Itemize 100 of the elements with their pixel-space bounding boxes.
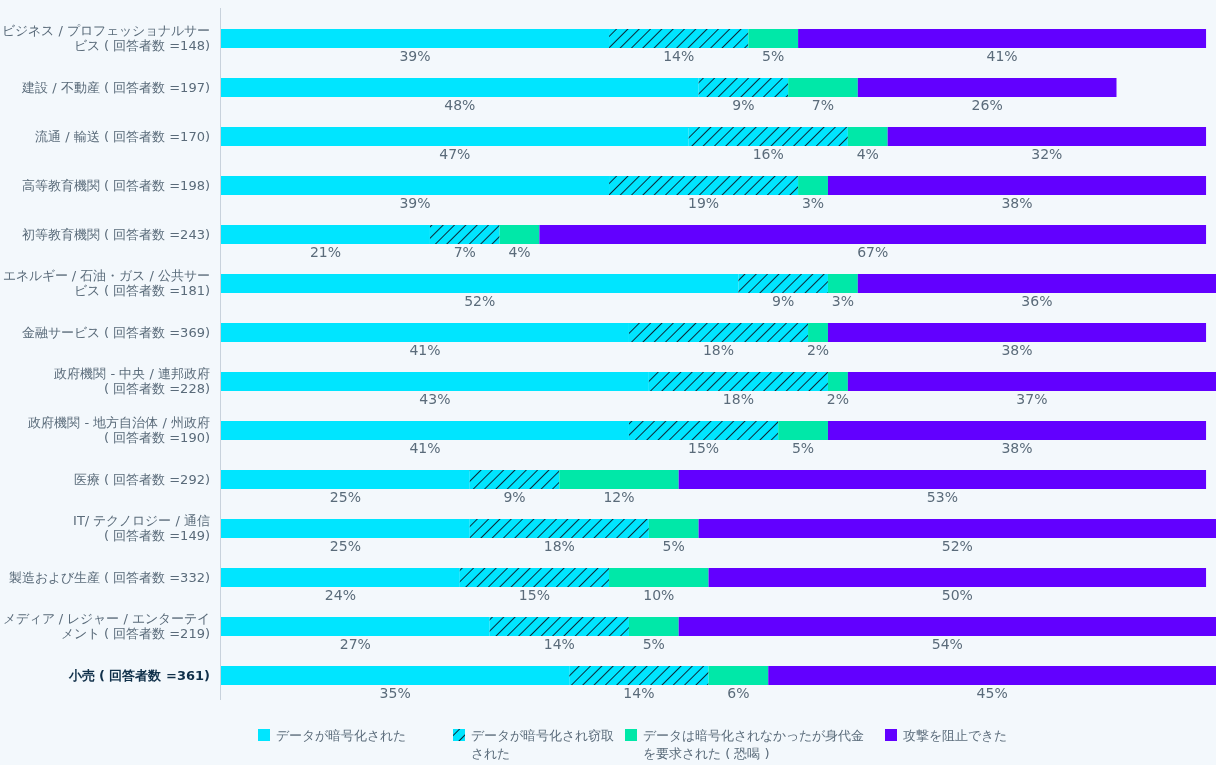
- data-label: 14%: [663, 48, 695, 64]
- data-label: 3%: [801, 195, 825, 211]
- y-tick-label: 小売 ( 回答者数 =361): [67, 667, 210, 683]
- bar: [609, 29, 749, 48]
- data-label: 18%: [722, 391, 754, 407]
- data-label: 38%: [1001, 342, 1033, 358]
- data-label: 3%: [831, 293, 854, 309]
- bar: [887, 127, 1207, 146]
- bar: [221, 666, 570, 685]
- bar: [489, 617, 629, 636]
- y-tick-label: 高等教育機関 ( 回答者数 =198): [21, 177, 210, 193]
- bar: [857, 274, 1216, 293]
- bar: [678, 617, 1216, 636]
- bar: [708, 568, 1207, 587]
- legend-label: データが暗号化され窃取された: [471, 728, 614, 761]
- bar: [609, 568, 709, 587]
- data-label: 6%: [727, 685, 750, 701]
- data-label: 27%: [339, 636, 371, 652]
- data-label: 21%: [309, 244, 342, 260]
- data-label: 38%: [1001, 195, 1033, 211]
- data-label: 4%: [856, 146, 879, 162]
- bar: [221, 568, 460, 587]
- data-label: 24%: [324, 587, 356, 603]
- bar: [798, 29, 1207, 48]
- bar: [221, 78, 699, 97]
- data-label: 43%: [419, 391, 451, 407]
- bar: [559, 470, 679, 489]
- data-label: 52%: [464, 293, 496, 309]
- bar: [628, 421, 779, 440]
- y-tick-label: 政府機関 - 中央 / 連邦政府 ( 回答者数 =228): [54, 365, 210, 397]
- data-label: 16%: [752, 146, 784, 162]
- bar: [648, 372, 828, 391]
- data-label: 32%: [1031, 146, 1063, 162]
- data-label: 19%: [688, 195, 720, 211]
- y-tick-label: 製造および生産 ( 回答者数 =332): [8, 569, 210, 585]
- data-label: 54%: [931, 636, 963, 652]
- bar: [469, 519, 649, 538]
- bar: [698, 78, 789, 97]
- bar: [221, 127, 689, 146]
- bar: [827, 372, 848, 391]
- data-label: 35%: [379, 685, 411, 701]
- data-label: 5%: [662, 538, 685, 554]
- data-label: 52%: [941, 538, 973, 554]
- bar: [847, 127, 888, 146]
- data-label: 15%: [518, 587, 550, 603]
- legend-label: データは暗号化されなかったが身代金を要求された ( 恐喝 ): [643, 728, 864, 761]
- bar: [221, 176, 610, 195]
- bar: [808, 323, 828, 342]
- y-tick-label: 初等教育機関 ( 回答者数 =243): [21, 226, 210, 242]
- data-label: 9%: [503, 489, 526, 505]
- data-label: 9%: [732, 97, 755, 113]
- data-label: 39%: [399, 48, 431, 64]
- bar: [221, 29, 610, 48]
- data-label: 5%: [762, 48, 785, 64]
- data-label: 2%: [806, 342, 830, 358]
- data-label: 38%: [1001, 440, 1033, 456]
- data-label: 41%: [986, 48, 1018, 64]
- data-label: 50%: [941, 587, 973, 603]
- y-tick-label: 政府機関 - 地方自治体 / 州政府 ( 回答者数 =190): [28, 414, 210, 446]
- bar: [469, 470, 560, 489]
- legend-label: データが暗号化された: [276, 728, 406, 743]
- bar: [847, 372, 1216, 391]
- bar: [221, 519, 470, 538]
- bar: [788, 78, 858, 97]
- data-label: 10%: [643, 587, 675, 603]
- bar: [827, 323, 1207, 342]
- data-label: 25%: [329, 489, 361, 505]
- bar: [778, 421, 828, 440]
- data-label: 18%: [702, 342, 735, 358]
- y-tick-label: ビジネス / プロフェッショナルサービス ( 回答者数 =148): [2, 22, 210, 54]
- data-label: 37%: [1016, 391, 1048, 407]
- bar: [678, 470, 1207, 489]
- y-tick-label: メディア / レジャー / エンターテイメント ( 回答者数 =219): [2, 610, 210, 642]
- data-label: 36%: [1021, 293, 1053, 309]
- data-label: 4%: [508, 244, 531, 260]
- bar: [708, 666, 769, 685]
- bar: [688, 127, 848, 146]
- data-label: 2%: [826, 391, 850, 407]
- data-label: 41%: [409, 440, 441, 456]
- y-tick-label: エネルギー / 石油・ガス / 公共サービス ( 回答者数 =181): [2, 267, 210, 299]
- data-label: 14%: [623, 685, 655, 701]
- bar: [221, 421, 629, 440]
- bar: [221, 617, 490, 636]
- data-label: 7%: [453, 244, 476, 260]
- data-label: 9%: [772, 293, 795, 309]
- bar: [459, 568, 610, 587]
- data-label: 41%: [409, 342, 441, 358]
- bar: [221, 323, 629, 342]
- bar: [857, 78, 1117, 97]
- bar: [827, 421, 1207, 440]
- data-label: 67%: [857, 244, 889, 260]
- bar: [738, 274, 828, 293]
- bar: [827, 176, 1207, 195]
- bar: [221, 225, 430, 244]
- bar: [499, 225, 540, 244]
- bar: [429, 225, 500, 244]
- data-label: 26%: [971, 97, 1003, 113]
- data-label: 7%: [811, 97, 835, 113]
- data-label: 15%: [688, 440, 720, 456]
- bar: [827, 274, 858, 293]
